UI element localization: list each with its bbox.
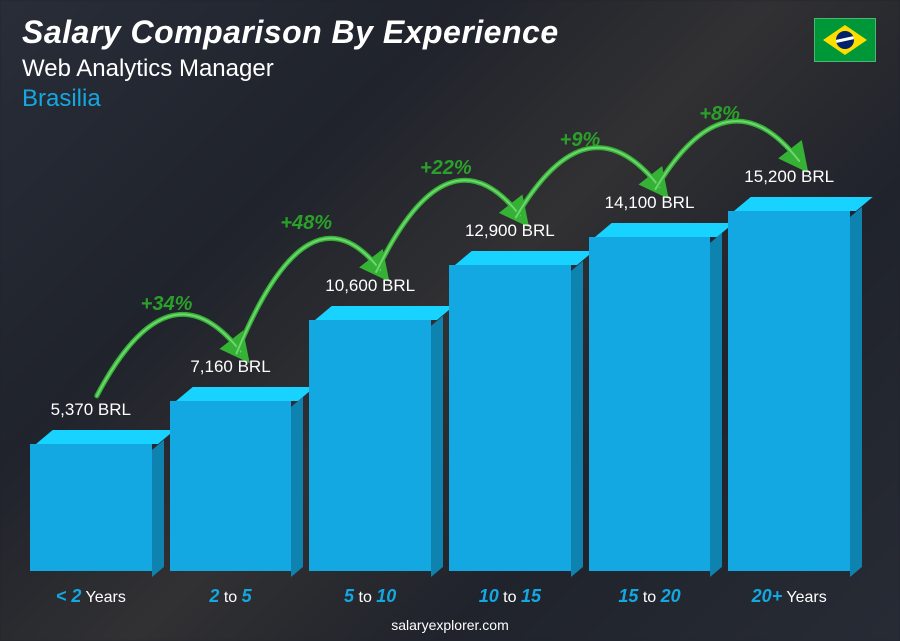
bar-chart: 5,370 BRL 7,160 BRL 10,600 BRL 12,900 BRL 14… (30, 131, 850, 571)
bar (589, 223, 711, 571)
x-axis-label: 10 to 15 (449, 586, 571, 607)
brazil-flag-icon (814, 18, 876, 62)
bar-side-face (431, 316, 443, 577)
bar-front-face (30, 444, 152, 571)
bar-front-face (728, 211, 850, 571)
bar-top-face (315, 306, 453, 320)
growth-percent-label: +8% (699, 103, 740, 126)
bar-value-label: 5,370 BRL (51, 400, 131, 420)
bar (449, 251, 571, 571)
flag-band (836, 36, 854, 44)
bar (309, 306, 431, 571)
growth-percent-label: +48% (280, 212, 332, 235)
bar (170, 387, 292, 571)
flag-circle (836, 31, 854, 49)
bar-side-face (571, 261, 583, 577)
bar-value-label: 15,200 BRL (744, 167, 834, 187)
bar (728, 197, 850, 571)
content-layer: Salary Comparison By Experience Web Anal… (0, 0, 900, 641)
bar-top-face (734, 197, 872, 211)
x-axis-labels: < 2 Years 2 to 5 5 to 10 10 to 15 15 to 20 20… (30, 586, 850, 607)
growth-percent-label: +22% (420, 157, 472, 180)
chart-subtitle: Web Analytics Manager (22, 55, 559, 83)
growth-percent-label: +9% (560, 129, 601, 152)
flag-diamond (823, 25, 867, 55)
x-axis-label: 20+ Years (728, 586, 850, 607)
bar-top-face (36, 430, 174, 444)
bar-slot: 14,100 BRL (589, 193, 711, 571)
footer-attribution: salaryexplorer.com (0, 617, 900, 633)
bar-value-label: 7,160 BRL (190, 357, 270, 377)
bar-slot: 10,600 BRL (309, 276, 431, 571)
x-axis-label: < 2 Years (30, 586, 152, 607)
bar-value-label: 10,600 BRL (325, 276, 415, 296)
header: Salary Comparison By Experience Web Anal… (22, 14, 559, 113)
x-axis-label: 15 to 20 (589, 586, 711, 607)
bar-top-face (176, 387, 314, 401)
bar-side-face (152, 440, 164, 577)
bar-slot: 5,370 BRL (30, 400, 152, 571)
bar-front-face (449, 265, 571, 571)
growth-percent-label: +34% (141, 293, 193, 316)
bar (30, 430, 152, 571)
bar-side-face (291, 397, 303, 577)
x-axis-label: 5 to 10 (309, 586, 431, 607)
bar-value-label: 12,900 BRL (465, 221, 555, 241)
bar-front-face (589, 237, 711, 571)
bar-front-face (309, 320, 431, 571)
bar-side-face (710, 233, 722, 577)
bar-slot: 12,900 BRL (449, 221, 571, 571)
bar-top-face (455, 251, 593, 265)
x-axis-label: 2 to 5 (170, 586, 292, 607)
bar-side-face (850, 207, 862, 577)
bar-front-face (170, 401, 292, 571)
bar-top-face (595, 223, 733, 237)
bar-value-label: 14,100 BRL (605, 193, 695, 213)
bar-slot: 15,200 BRL (728, 167, 850, 571)
bar-slot: 7,160 BRL (170, 357, 292, 571)
chart-location: Brasilia (22, 85, 559, 113)
chart-title: Salary Comparison By Experience (22, 14, 559, 51)
